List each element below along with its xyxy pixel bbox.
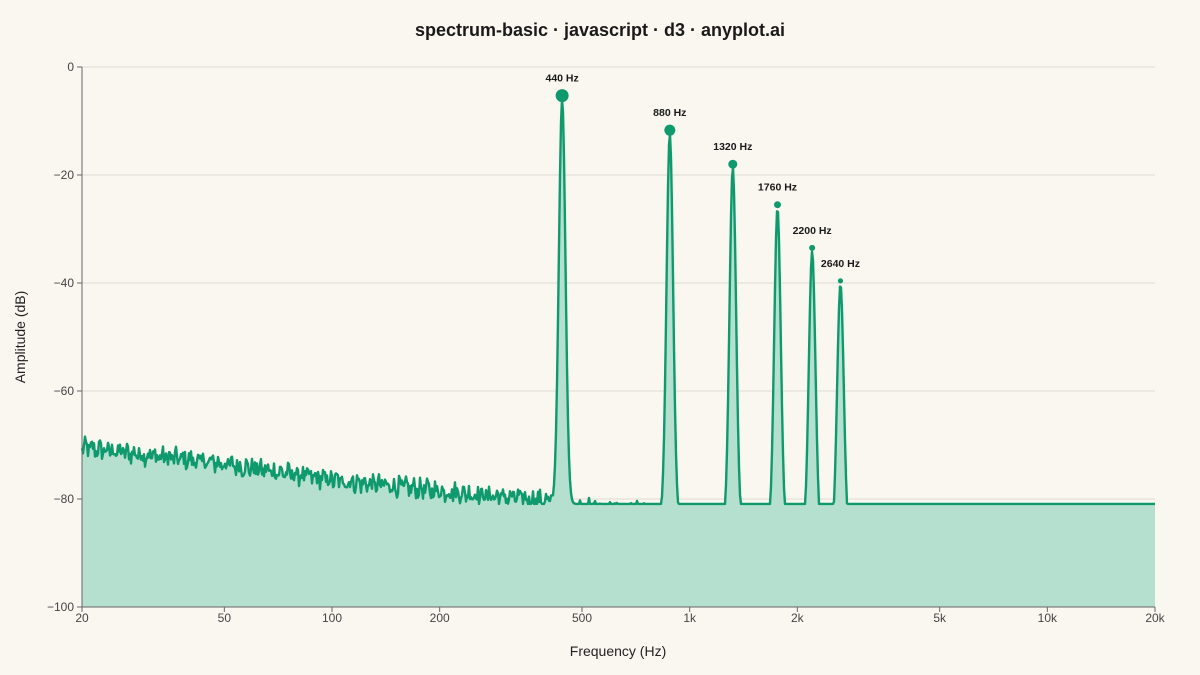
- x-tick-label: 1k: [683, 611, 697, 625]
- spectrum-area: [82, 99, 1155, 607]
- x-tick-label: 10k: [1038, 611, 1058, 625]
- x-tick-label: 200: [430, 611, 450, 625]
- peak-label: 2640 Hz: [821, 258, 860, 270]
- spectrum-line: [80, 98, 1156, 506]
- y-tick-label: 0: [67, 60, 74, 74]
- x-tick-label: 20: [75, 611, 89, 625]
- y-tick-label: −40: [54, 276, 75, 290]
- x-axis-label: Frequency (Hz): [570, 643, 666, 659]
- peak-marker: [555, 89, 569, 103]
- y-tick-label: −100: [47, 600, 74, 614]
- grid: [82, 66, 1155, 500]
- y-tick-label: −60: [54, 384, 75, 398]
- peak-marker: [728, 159, 738, 169]
- y-axis-label: Amplitude (dB): [12, 291, 28, 384]
- x-tick-label: 500: [572, 611, 592, 625]
- x-tick-label: 5k: [933, 611, 947, 625]
- peak-marker: [837, 278, 844, 284]
- peak-marker: [664, 124, 676, 136]
- peak-label: 2200 Hz: [793, 225, 832, 237]
- peak-label: 1760 Hz: [758, 182, 797, 194]
- peak-label: 440 Hz: [545, 73, 578, 85]
- peak-label: 1320 Hz: [713, 141, 752, 153]
- peak-marker: [809, 244, 816, 251]
- y-tick-label: −20: [54, 168, 75, 182]
- plot-area: [80, 98, 1156, 607]
- y-tick-label: −80: [54, 492, 75, 506]
- peak-marker: [773, 201, 781, 209]
- x-tick-label: 2k: [791, 611, 805, 625]
- x-tick-label: 100: [322, 611, 342, 625]
- peak-label: 880 Hz: [653, 107, 686, 119]
- chart-title: spectrum-basic · javascript · d3 · anypl…: [415, 20, 785, 40]
- x-tick-label: 50: [218, 611, 232, 625]
- peak-markers: 440 Hz 880 Hz 1320 Hz 1760 Hz 2200 Hz 2640 Hz: [545, 73, 860, 284]
- x-tick-label: 20k: [1145, 611, 1165, 625]
